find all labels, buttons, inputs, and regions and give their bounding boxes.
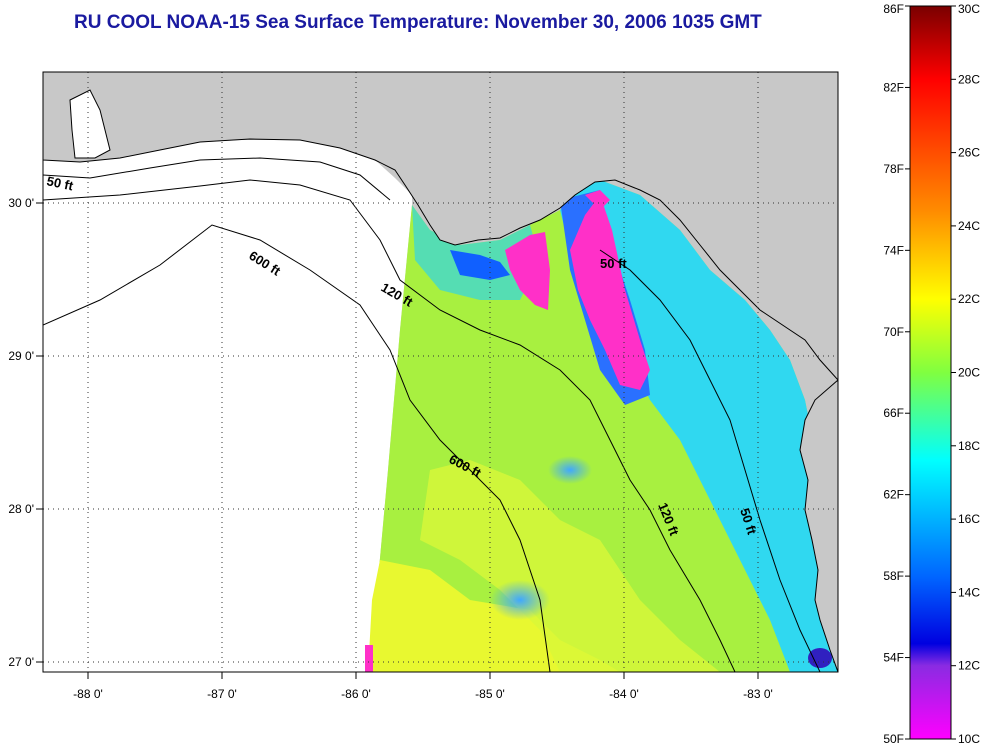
edge-artifact [365, 645, 373, 672]
cold-spot [808, 648, 832, 668]
contour-120ft-line [43, 179, 736, 672]
sst-coldest-c [585, 190, 610, 210]
colorbar-f-label: 74F [883, 243, 904, 257]
lon-label: -83 0' [743, 687, 773, 701]
colorbar-c-label: 12C [958, 659, 980, 673]
contour-label: 50 ft [600, 256, 627, 271]
contour-50ft-line [43, 157, 391, 201]
colorbar-f-label: 62F [883, 488, 904, 502]
cool-eddy [548, 456, 592, 484]
colorbar-f-label: 86F [883, 2, 904, 16]
colorbar-f-label: 78F [883, 162, 904, 176]
colorbar-f-label: 70F [883, 325, 904, 339]
sst-coldest-a [505, 232, 550, 310]
colorbar-f-label: 50F [883, 732, 904, 746]
florida-peninsula-land [799, 379, 838, 672]
colorbar-c-label: 20C [958, 366, 980, 380]
no-data-region [43, 140, 412, 672]
colorbar-c-label: 16C [958, 512, 980, 526]
lat-label: 27 0' [8, 655, 34, 669]
colorbar-ticks [905, 5, 956, 740]
sst-coldest-b [570, 195, 650, 390]
colorbar-c-label: 26C [958, 146, 980, 160]
axis-ticks [36, 202, 759, 679]
colorbar-f-label: 58F [883, 569, 904, 583]
lat-label: 30 0' [8, 196, 34, 210]
colorbar-c-label: 10C [958, 732, 980, 746]
contour-label: 50 ft [45, 173, 75, 193]
lat-label: 28 0' [8, 502, 34, 516]
contour-50ft-east [599, 249, 821, 672]
lon-label: -88 0' [73, 687, 103, 701]
colorbar-c-label: 14C [958, 585, 980, 599]
florida-panhandle-land [43, 72, 838, 381]
colorbar-c-label: 18C [958, 439, 980, 453]
lon-label: -85 0' [475, 687, 505, 701]
lon-label: -84 0' [609, 687, 639, 701]
contour-600ft-line [43, 224, 551, 672]
colorbar-f-label: 82F [883, 80, 904, 94]
colorbar-gradient [909, 5, 952, 740]
lon-label: -87 0' [207, 687, 237, 701]
sst-warm-zone-2 [420, 460, 720, 672]
colorbar-f-label: 54F [883, 651, 904, 665]
sst-cold-blue [450, 250, 510, 280]
colorbar-c-label: 22C [958, 292, 980, 306]
lat-label: 29 0' [8, 349, 34, 363]
sst-cyan-west [412, 205, 540, 300]
map-frame [42, 71, 839, 673]
colorbar-c-label: 30C [958, 2, 980, 16]
cool-eddy-2 [490, 580, 550, 620]
colorbar-c-label: 24C [958, 219, 980, 233]
lon-label: -86 0' [341, 687, 371, 701]
bay-water [69, 89, 111, 159]
colorbar-c-label: 28C [958, 72, 980, 86]
colorbar-f-label: 66F [883, 406, 904, 420]
graticule [43, 72, 838, 672]
map-title: RU COOL NOAA-15 Sea Surface Temperature:… [74, 12, 762, 33]
